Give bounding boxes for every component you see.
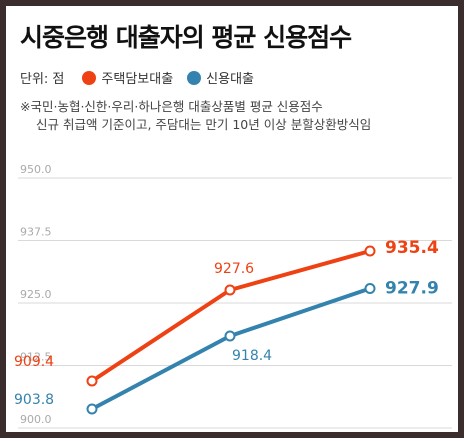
y-tick-label: 900.0 [20,413,52,426]
data-label-mortgage: 927.6 [214,261,254,277]
legend: 단위: 점 주택담보대출 신용대출 [20,68,268,87]
y-tick-label: 950.0 [20,163,52,176]
legend-swatch-credit [187,70,202,85]
footnote-line-1: ※국민·농협·신한·우리·하나은행 대출상품별 평균 신용점수 [20,99,323,114]
data-label-mortgage: 935.4 [385,238,439,258]
unit-label: 단위: 점 [20,72,65,87]
footnote-line-2: 신규 취급액 기준이고, 주담대는 만기 10년 이상 분할상환방식임 [36,117,372,132]
data-label-credit: 918.4 [232,348,272,364]
legend-label-credit: 신용대출 [206,72,255,87]
y-tick-label: 937.5 [20,226,52,239]
data-label-credit: 927.9 [385,279,439,299]
line-chart: 950.0 937.5 925.0 912.5 900.0 909.4 927.6 935.4… [14,163,452,429]
data-point-mortgage [224,284,236,296]
data-point-credit [224,330,236,342]
legend-item-credit: 신용대출 [187,68,254,87]
footnote: ※국민·농협·신한·우리·하나은행 대출상품별 평균 신용점수 신규 취급액 기… [20,98,371,134]
data-label-mortgage: 909.4 [14,354,54,370]
legend-label-mortgage: 주택담보대출 [101,72,174,87]
chart-title: 시중은행 대출자의 평균 신용점수 [20,23,352,52]
chart-card: 시중은행 대출자의 평균 신용점수 단위: 점 주택담보대출 신용대출 ※국민·… [6,6,458,432]
data-point-mortgage [364,245,376,257]
data-point-credit [86,403,98,415]
data-point-credit [364,283,376,294]
data-label-credit: 903.8 [14,392,54,408]
y-tick-label: 912.5 [20,351,52,364]
legend-item-mortgage: 주택담보대출 [82,68,173,87]
series-line-credit [90,286,372,411]
data-point-mortgage [86,375,98,387]
legend-swatch-mortgage [82,70,97,85]
y-tick-label: 925.0 [20,288,52,301]
